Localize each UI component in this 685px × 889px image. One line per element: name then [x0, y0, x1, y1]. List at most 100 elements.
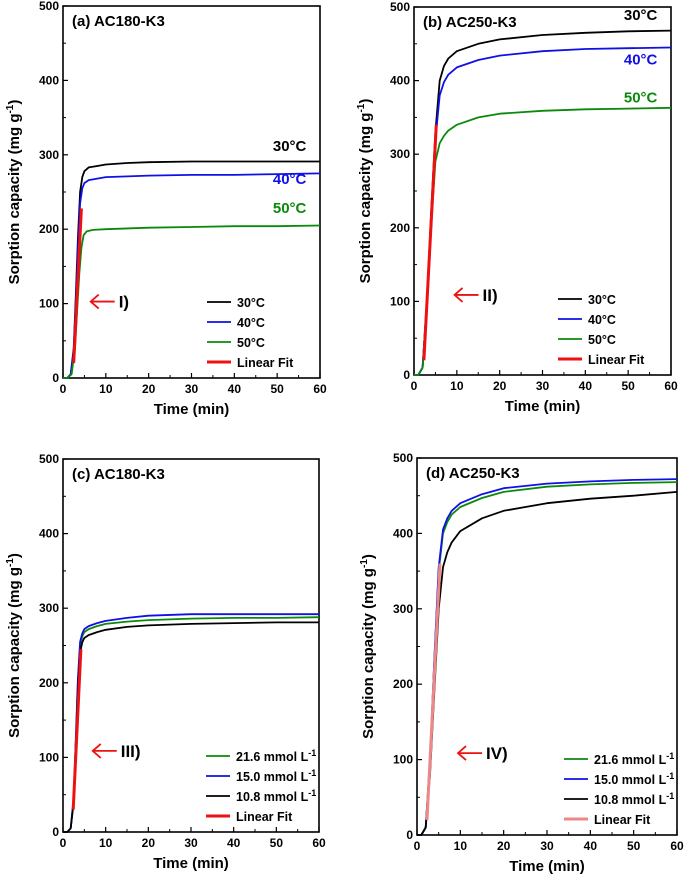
y-axis-label-main: Sorption capacity (mg g — [6, 114, 23, 285]
series-line-3 — [422, 124, 438, 361]
x-tick-label: 30 — [536, 379, 550, 393]
y-tick-label: 200 — [393, 677, 413, 691]
y-tick-label: 500 — [39, 0, 59, 13]
series-label: 30°C — [273, 138, 307, 155]
x-tick-label: 20 — [142, 836, 156, 850]
y-axis-label-main: Sorption capacity (mg g — [6, 567, 23, 738]
x-tick-label: 10 — [99, 382, 113, 396]
x-tick-label: 20 — [493, 379, 507, 393]
annotation-label: I) — [119, 293, 129, 312]
annotation-arrow-head — [91, 743, 102, 759]
y-tick-label: 200 — [39, 676, 59, 690]
y-axis-label-sup: -1 — [359, 559, 370, 568]
annotation-arrow-head — [453, 287, 464, 303]
legend-label-3: Linear Fit — [236, 810, 293, 824]
chart-title: (c) AC180-K3 — [72, 466, 165, 483]
chart-panel-3: 0 10 20 30 40 50 60 0 100 200 300 400 500 Time (min) S… — [359, 451, 684, 875]
series-line-3 — [71, 649, 83, 810]
x-tick-label: 10 — [99, 836, 113, 850]
legend-label-main: 10.8 mmol L — [594, 793, 667, 807]
y-tick-label: 0 — [403, 368, 410, 382]
series-label: 40°C — [624, 51, 658, 68]
legend-label-2: 50°C — [588, 333, 616, 347]
legend-label-2: 50°C — [237, 336, 265, 350]
series-line-2 — [414, 106, 672, 376]
legend-label-sup: -1 — [308, 748, 316, 758]
series-label: 50°C — [273, 200, 307, 217]
y-axis-label-sup: -1 — [5, 558, 16, 567]
x-tick-label: 10 — [450, 379, 464, 393]
y-tick-label: 0 — [52, 825, 59, 839]
x-tick-label: 30 — [540, 839, 554, 853]
x-tick-label: 10 — [454, 839, 468, 853]
legend-label-sup: -1 — [666, 791, 674, 801]
y-tick-label: 100 — [39, 297, 59, 311]
y-tick-label: 100 — [390, 294, 410, 308]
legend-label-1: 15.0 mmol L-1 — [236, 768, 316, 784]
x-tick-label: 0 — [411, 379, 418, 393]
x-tick-label: 40 — [228, 382, 242, 396]
series-label: 40°C — [273, 171, 307, 188]
chart-panel-2: 0 10 20 30 40 50 60 0 100 200 300 400 500 Time (min) S… — [5, 452, 326, 872]
y-axis-label-main: Sorption capacity (mg g — [360, 568, 377, 739]
legend-label-main: 21.6 mmol L — [236, 750, 309, 764]
y-axis-label-main: Sorption capacity (mg g — [357, 113, 374, 284]
x-axis-label: Time (min) — [154, 401, 230, 418]
y-tick-label: 100 — [39, 750, 59, 764]
series-line-3 — [425, 563, 442, 820]
y-tick-label: 400 — [390, 74, 410, 88]
x-tick-label: 40 — [227, 836, 241, 850]
legend-label-1: 40°C — [588, 313, 616, 327]
x-tick-label: 0 — [60, 382, 67, 396]
y-tick-label: 300 — [390, 147, 410, 161]
annotation-label: II) — [483, 286, 498, 305]
legend-label-sup: -1 — [666, 751, 674, 761]
x-tick-label: 20 — [497, 839, 511, 853]
legend-label-0: 30°C — [237, 296, 265, 310]
legend-label-sup: -1 — [308, 788, 316, 798]
legend-label-sup: -1 — [666, 771, 674, 781]
x-axis-label: Time (min) — [153, 855, 229, 872]
legend-label-2: 10.8 mmol L-1 — [594, 791, 674, 807]
x-tick-label: 60 — [312, 836, 326, 850]
y-axis-label-close: ) — [357, 99, 374, 104]
x-tick-label: 60 — [670, 839, 684, 853]
series-line-3 — [72, 208, 83, 364]
legend-label-2: 10.8 mmol L-1 — [236, 788, 316, 804]
y-tick-label: 300 — [39, 601, 59, 615]
x-tick-label: 50 — [627, 839, 641, 853]
y-axis-label-close: ) — [6, 553, 23, 558]
y-tick-label: 400 — [39, 73, 59, 87]
y-axis-label: Sorption capacity (mg g-1) — [356, 99, 374, 284]
x-tick-label: 50 — [270, 382, 284, 396]
annotation-label: III) — [121, 742, 141, 761]
x-tick-label: 50 — [621, 379, 635, 393]
x-tick-label: 30 — [184, 836, 198, 850]
chart-panel-0: 0 10 20 30 40 50 60 0 100 200 300 400 500 Time (min) S… — [5, 0, 327, 418]
legend-label-1: 40°C — [237, 316, 265, 330]
legend-label-3: Linear Fit — [588, 353, 645, 367]
legend-label-main: 21.6 mmol L — [594, 753, 667, 767]
series-label: 50°C — [624, 90, 658, 107]
y-tick-label: 300 — [393, 602, 413, 616]
y-tick-label: 400 — [39, 527, 59, 541]
x-tick-label: 0 — [60, 836, 67, 850]
y-axis-label-close: ) — [6, 100, 23, 105]
chart-panel-1: 0 10 20 30 40 50 60 0 100 200 300 400 500 Time (min) S… — [356, 0, 678, 415]
chart-title: (b) AC250-K3 — [423, 14, 517, 31]
chart-title: (a) AC180-K3 — [72, 13, 165, 30]
x-tick-label: 0 — [414, 839, 421, 853]
x-axis-label: Time (min) — [509, 858, 585, 875]
x-tick-label: 20 — [142, 382, 156, 396]
chart-title: (d) AC250-K3 — [426, 465, 520, 482]
plot-frame — [62, 5, 321, 379]
y-axis-label-sup: -1 — [5, 104, 16, 113]
y-axis-label: Sorption capacity (mg g-1) — [359, 554, 377, 739]
y-tick-label: 500 — [39, 452, 59, 466]
y-tick-label: 400 — [393, 526, 413, 540]
y-tick-label: 500 — [393, 451, 413, 465]
y-tick-label: 0 — [406, 828, 413, 842]
y-axis-label-sup: -1 — [356, 103, 367, 112]
y-tick-label: 0 — [52, 371, 59, 385]
